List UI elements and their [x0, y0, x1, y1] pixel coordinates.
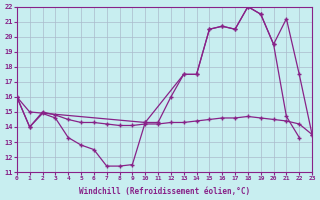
X-axis label: Windchill (Refroidissement éolien,°C): Windchill (Refroidissement éolien,°C): [79, 187, 250, 196]
